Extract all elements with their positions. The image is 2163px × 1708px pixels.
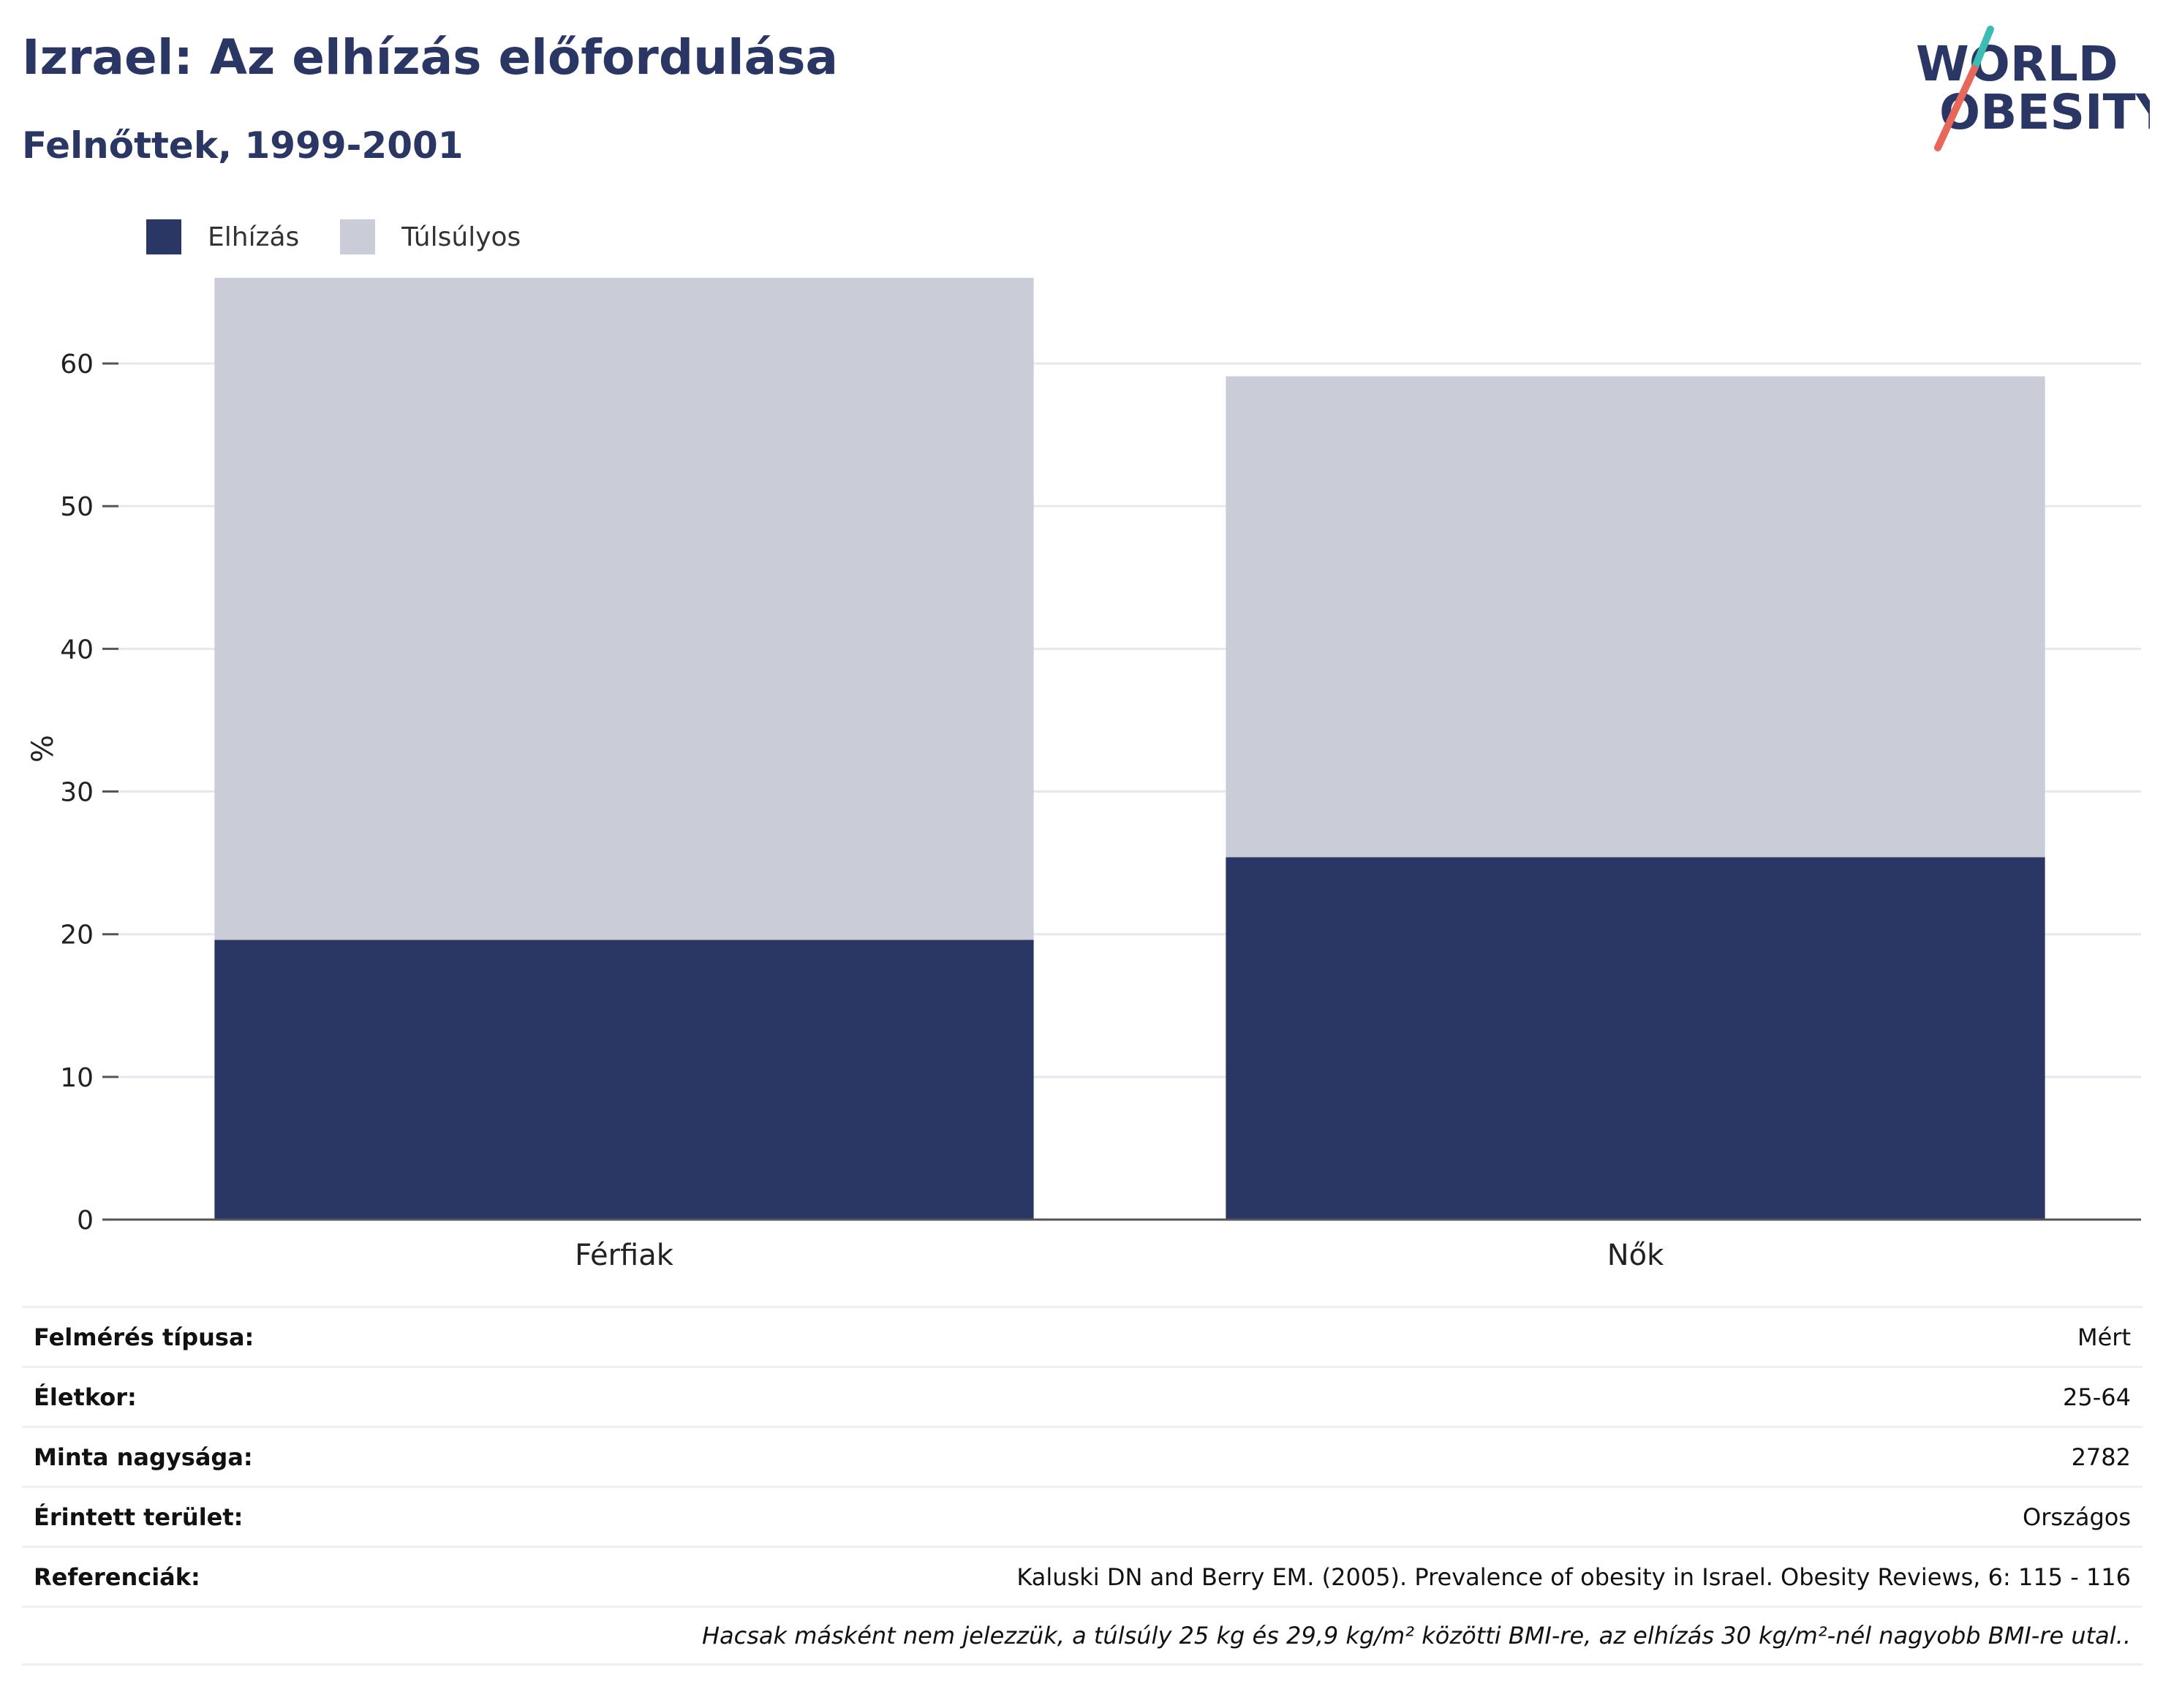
x-tick-label: Nők — [1607, 1239, 1664, 1272]
world-obesity-logo: WORLD OBESITY — [1916, 26, 2150, 151]
legend-item-obese[interactable]: Elhízás — [146, 219, 299, 254]
y-tick-label: 0 — [77, 1206, 94, 1236]
meta-value: 25-64 — [2063, 1383, 2131, 1411]
y-tick-label: 20 — [60, 921, 94, 951]
bar-overweight-1 — [1226, 376, 2045, 858]
chart-title: Izrael: Az elhízás előfordulása — [22, 29, 839, 86]
stacked-bar-chart: 0 10 20 30 40 50 60% Férfiak Nők — [26, 278, 2141, 1272]
legend-item-overweight[interactable]: Túlsúlyos — [340, 219, 521, 254]
y-tick-label: 30 — [60, 778, 94, 808]
meta-label: Referenciák: — [34, 1562, 200, 1591]
y-axis-label: % — [26, 735, 60, 763]
bar-overweight-0 — [214, 278, 1034, 940]
meta-label: Életkor: — [34, 1383, 137, 1411]
meta-label: Érintett terület: — [34, 1503, 244, 1531]
y-tick-label: 50 — [60, 492, 94, 522]
meta-value: Mért — [2077, 1323, 2131, 1351]
meta-row-survey-type: Felmérés típusa: Mért — [22, 1306, 2143, 1366]
meta-label: Minta nagysága: — [34, 1443, 253, 1471]
legend-swatch-obese — [146, 219, 181, 254]
bar-obese-0 — [214, 940, 1034, 1220]
svg-text:OBESITY: OBESITY — [1939, 84, 2150, 140]
legend-label-overweight: Túlsúlyos — [401, 222, 521, 252]
y-tick-label: 10 — [60, 1063, 94, 1093]
meta-row-sample-size: Minta nagysága: 2782 — [22, 1426, 2143, 1486]
legend-label-obese: Elhízás — [208, 222, 300, 252]
meta-reference-link[interactable]: Kaluski DN and Berry EM. (2005). Prevale… — [1016, 1562, 2131, 1591]
meta-value: 2782 — [2071, 1443, 2131, 1471]
definition-note: Hacsak másként nem jelezzük, a túlsúly 2… — [701, 1622, 2131, 1650]
meta-row-references: Referenciák: Kaluski DN and Berry EM. (2… — [22, 1546, 2143, 1606]
y-tick-label: 40 — [60, 635, 94, 665]
legend-swatch-overweight — [340, 219, 376, 254]
bar-obese-1 — [1226, 857, 2045, 1220]
svg-text:WORLD: WORLD — [1916, 36, 2118, 92]
meta-row-note: Hacsak másként nem jelezzük, a túlsúly 2… — [22, 1606, 2143, 1666]
meta-row-age: Életkor: 25-64 — [22, 1366, 2143, 1426]
legend: Elhízás Túlsúlyos — [146, 216, 562, 257]
survey-info-table: Felmérés típusa: Mért Életkor: 25-64 Min… — [22, 1306, 2143, 1666]
meta-row-area: Érintett terület: Országos — [22, 1486, 2143, 1546]
meta-label: Felmérés típusa: — [34, 1323, 254, 1351]
meta-value: Országos — [2023, 1503, 2131, 1531]
y-tick-label: 60 — [60, 349, 94, 379]
x-tick-label: Férfiak — [575, 1239, 674, 1272]
chart-subtitle: Felnőttek, 1999-2001 — [22, 124, 464, 167]
